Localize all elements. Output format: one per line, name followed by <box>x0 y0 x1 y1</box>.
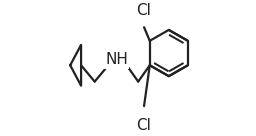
Text: NH: NH <box>105 52 128 67</box>
Text: Cl: Cl <box>137 118 152 133</box>
Text: Cl: Cl <box>137 3 152 18</box>
